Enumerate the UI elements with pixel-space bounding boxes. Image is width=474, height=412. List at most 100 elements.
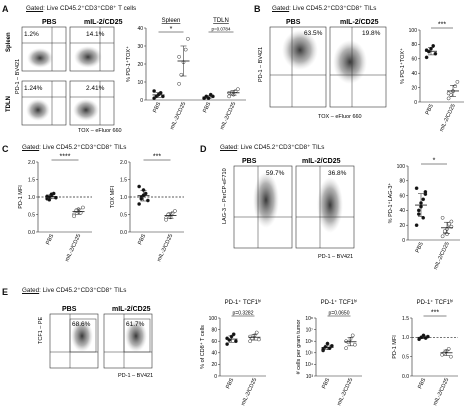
data-point [421, 197, 426, 202]
data-point [433, 51, 438, 56]
data-point [446, 96, 451, 101]
flow-plot-a-tdln-mil2 [69, 80, 115, 126]
gate-title-e: Gated: Live CD45.2⁺CD3⁺CD8⁺ TILs [22, 287, 127, 294]
data-point [236, 87, 240, 92]
panel-letter-a: A [2, 4, 9, 14]
flow-contour [125, 320, 147, 352]
data-point [137, 202, 141, 206]
data-point [416, 212, 421, 216]
y-tick-label: 1.0 [120, 195, 127, 201]
data-point [449, 354, 453, 359]
y-tick-label: 0 [140, 98, 143, 104]
chart-title: PD-1⁺ TCF1ʰⁱ [417, 298, 454, 306]
x-tick-label: PBS [225, 377, 235, 390]
x-tick-label: PBS [415, 241, 425, 254]
x-tick-label: mIL-2/CD25 [439, 103, 457, 132]
quadrant-value-a-spleen-mil2: 14.1% [86, 31, 105, 38]
panel-b-y-axis-label: PD-1 – BV421 [258, 47, 264, 82]
flow-contour [317, 177, 343, 233]
scatter-chart-e-5: 0 20 40 60 80 100% of CD8⁺ T cells PBS mIL-2/CD… [199, 298, 266, 407]
data-point [173, 209, 177, 213]
x-tick-label: mIL-2/CD25 [219, 101, 237, 130]
y-tick-label: 20 [399, 223, 405, 229]
quadrant-value-a-spleen-pbs: 1.2% [24, 31, 39, 38]
x-tick-label: mIL-2/CD25 [336, 377, 354, 406]
flow-contour [282, 30, 318, 70]
y-tick-label: 10⁶ [305, 339, 313, 345]
sig-marker: **** [60, 154, 71, 161]
flow-contour [74, 46, 102, 68]
gate-title-b: Gated: Live CD45.2⁺CD3⁺CD8⁺ TILs [272, 5, 377, 12]
data-point [423, 190, 428, 194]
flow-contour [73, 99, 99, 121]
y-axis-label: PD-1 MFI [392, 335, 398, 359]
y-tick-label: 100 [209, 316, 218, 322]
y-tick-label: 0.5 [402, 354, 409, 360]
data-point [325, 341, 330, 346]
flow-plot-e-mil2 [103, 313, 153, 369]
y-tick-label: 60 [411, 57, 417, 63]
data-point [257, 337, 261, 342]
panel-d-flow: PBS mIL-2/CD25 LAG-3 – PerCP-eF710 PD-1 … [222, 158, 355, 260]
data-point [177, 54, 181, 59]
y-tick-label: 40 [399, 208, 405, 214]
x-tick-label: PBS [152, 101, 162, 114]
data-point [146, 198, 150, 203]
quadrant-value-e-pbs: 68.6% [72, 321, 91, 328]
y-axis-label: % PD-1⁺TOX⁺ [125, 46, 132, 82]
y-axis-label: % of CD8⁺ T cells [199, 325, 206, 369]
quadrant-value-d-pbs: 59.7% [266, 170, 285, 177]
x-tick-label: PBS [321, 377, 331, 390]
data-point [453, 84, 458, 89]
y-tick-label: 0.0 [120, 230, 127, 236]
panel-d-y-axis-label: LAG-3 – PerCP-eF710 [222, 168, 228, 224]
y-tick-label: 1.5 [402, 316, 409, 322]
gate-title-d: Gated: Live CD45.2⁺CD3⁺CD8⁺ TILs [220, 144, 325, 151]
y-tick-label: 0.5 [28, 212, 35, 218]
data-point [231, 332, 236, 337]
flow-contour [71, 320, 93, 352]
y-tick-label: 1.5 [120, 177, 127, 183]
x-tick-label: mIL-2/CD25 [432, 377, 450, 406]
sig-marker: *** [438, 22, 446, 29]
data-point [225, 342, 229, 346]
sig-marker: p=0.0784 [212, 27, 231, 32]
x-tick-label: mIL-2/CD25 [240, 377, 258, 406]
y-tick-label: 10 [137, 80, 143, 86]
data-point [164, 217, 168, 222]
x-tick-label: mIL-2/CD25 [433, 241, 451, 270]
gate-title-a: Gated: Live CD45.2⁺CD3⁺CD8⁺ T cells [26, 5, 137, 12]
panel-a-row-label-tdln: TDLN [6, 96, 12, 112]
scatter-chart-c-3: 0.0 0.5 1.0 1.5 2.0 TOX MFI PBS mIL-2/CD25 *** [110, 154, 184, 263]
data-point [344, 339, 348, 344]
x-tick-label: PBS [137, 233, 147, 246]
panel-a-row-label-spleen: Spleen [6, 32, 12, 52]
y-axis-label: % PD-1⁺TOX⁺ [399, 48, 406, 84]
data-point [416, 208, 421, 213]
data-point [227, 94, 231, 99]
panel-a-col-label-mil2: mIL-2/CD25 [84, 19, 123, 26]
panel-letter-e: E [2, 287, 9, 297]
panel-b-flow: PBS mIL-2/CD25 PD-1 – BV421 TOX – eFluor… [258, 19, 387, 120]
sig-marker: *** [153, 154, 161, 161]
data-point [137, 184, 141, 189]
scatter-chart-c-2: 0.0 0.5 1.0 1.5 2.0 PD-1 MFI PBS mIL-2/CD25 **** [18, 154, 92, 263]
sig-marker: p=0.3282 [233, 311, 254, 317]
y-axis-label: TOX MFI [110, 185, 116, 208]
x-tick-label: mIL-2/CD25 [64, 233, 82, 262]
chart-title: PD-1⁺ TCF1ʰⁱ [321, 298, 358, 306]
data-point [431, 43, 436, 48]
flow-plot-a-spleen-mil2 [69, 26, 115, 72]
data-point [353, 342, 357, 347]
flow-plot-d-mil2 [295, 165, 355, 249]
y-tick-label: 1.5 [28, 177, 35, 183]
y-tick-label: 2.0 [120, 160, 127, 166]
x-tick-label: PBS [45, 233, 55, 246]
panel-letter-c: C [2, 144, 9, 154]
panel-d-col-label-pbs: PBS [242, 158, 257, 165]
flow-plot-a-tdln-pbs [21, 80, 67, 126]
data-point [414, 223, 419, 228]
panel-b-col-label-mil2: mIL-2/CD25 [340, 19, 379, 26]
data-point [440, 234, 445, 239]
